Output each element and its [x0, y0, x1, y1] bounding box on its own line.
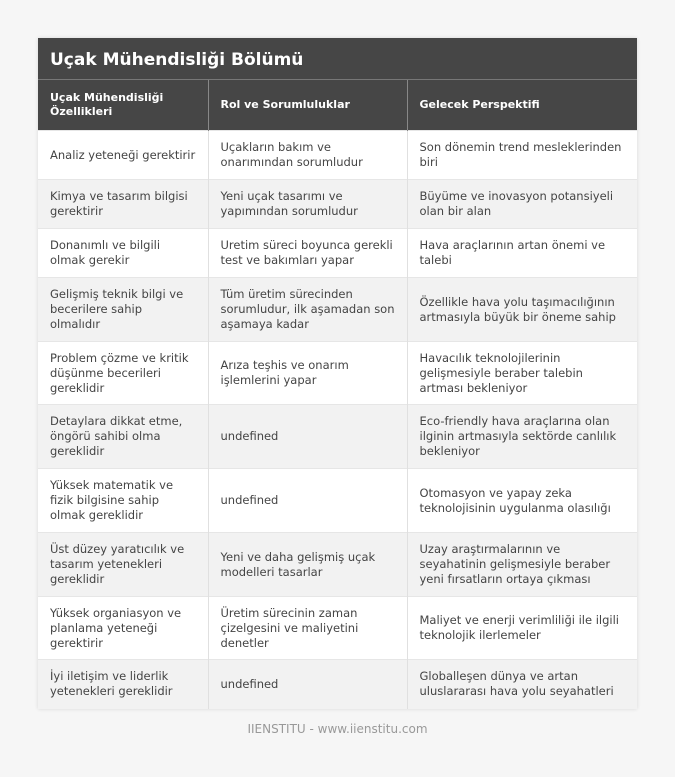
table-cell: Üst düzey yaratıcılık ve tasarım yetenek… — [38, 532, 209, 597]
table-cell: Yüksek matematik ve fizik bilgisine sahi… — [38, 468, 209, 533]
table-cell: Globalleşen dünya ve artan uluslararası … — [407, 659, 637, 709]
table-cell: Eco-friendly hava araçlarına olan ilgini… — [407, 404, 637, 469]
table-row: Problem çözme ve kritik düşünme becerile… — [38, 341, 637, 405]
table-cell: Uzay araştırmalarının ve seyahatinin gel… — [407, 532, 637, 597]
table-cell: Son dönemin trend mesleklerinden biri — [407, 130, 637, 180]
table-cell: Uçakların bakım ve onarımından sorumludu… — [208, 130, 408, 180]
column-header: Uçak Mühendisliği Özellikleri — [38, 80, 209, 131]
table-cell: Maliyet ve enerji verimliliği ile ilgili… — [407, 596, 637, 660]
table-cell: Otomasyon ve yapay zeka teknolojisinin u… — [407, 468, 637, 533]
table-cell: Tüm üretim sürecinden sorumludur, ilk aş… — [208, 277, 408, 342]
footer-credit: IIENSTITU - www.iienstitu.com — [247, 722, 428, 736]
table-row: Üst düzey yaratıcılık ve tasarım yetenek… — [38, 532, 637, 597]
table-cell: Gelişmiş teknik bilgi ve becerilere sahi… — [38, 277, 209, 342]
table-cell: Arıza teşhis ve onarım işlemlerini yapar — [208, 341, 408, 405]
table-cell: undefined — [208, 468, 408, 533]
table-cell: Yüksek organiasyon ve planlama yeteneği … — [38, 596, 209, 660]
data-table: Uçak Mühendisliği Özellikleri Rol ve Sor… — [38, 80, 637, 709]
table-cell: Yeni ve daha gelişmiş uçak modelleri tas… — [208, 532, 408, 597]
table-cell: undefined — [208, 659, 408, 709]
table-row: Donanımlı ve bilgili olmak gerekir Uretim… — [38, 228, 637, 278]
table-row: Kimya ve tasarım bilgisi gerektirir Yeni … — [38, 179, 637, 229]
table-cell: Yeni uçak tasarımı ve yapımından sorumlu… — [208, 179, 408, 229]
table-row: Analiz yeteneği gerektirir Uçakların bakı… — [38, 130, 637, 180]
table-cell: undefined — [208, 404, 408, 469]
table-row: Yüksek matematik ve fizik bilgisine sahi… — [38, 468, 637, 533]
table-row: Gelişmiş teknik bilgi ve becerilere sahi… — [38, 277, 637, 342]
table-cell: Hava araçlarının artan önemi ve talebi — [407, 228, 637, 278]
table-cell: Kimya ve tasarım bilgisi gerektirir — [38, 179, 209, 229]
column-header: Rol ve Sorumluluklar — [208, 80, 408, 131]
table-row: İyi iletişim ve liderlik yetenekleri ger… — [38, 659, 637, 709]
table-cell: Havacılık teknolojilerinin gelişmesiyle … — [407, 341, 637, 405]
table-cell: Problem çözme ve kritik düşünme becerile… — [38, 341, 209, 405]
table-cell: Donanımlı ve bilgili olmak gerekir — [38, 228, 209, 278]
table-cell: Büyüme ve inovasyon potansiyeli olan bir… — [407, 179, 637, 229]
table-cell: Detaylara dikkat etme, öngörü sahibi olm… — [38, 404, 209, 469]
header-row: Uçak Mühendisliği Özellikleri Rol ve Sor… — [38, 80, 637, 131]
table-row: Yüksek organiasyon ve planlama yeteneği … — [38, 596, 637, 660]
column-header: Gelecek Perspektifi — [407, 80, 637, 131]
table-container: Uçak Mühendisliği Bölümü Uçak Mühendisli… — [38, 38, 637, 709]
table-cell: İyi iletişim ve liderlik yetenekleri ger… — [38, 659, 209, 709]
table-cell: Özellikle hava yolu taşımacılığının artm… — [407, 277, 637, 342]
table-cell: Uretim süreci boyunca gerekli test ve ba… — [208, 228, 408, 278]
table-row: Detaylara dikkat etme, öngörü sahibi olm… — [38, 404, 637, 469]
table-cell: Analiz yeteneği gerektirir — [38, 130, 209, 180]
table-cell: Üretim sürecinin zaman çizelgesini ve ma… — [208, 596, 408, 660]
table-title: Uçak Mühendisliği Bölümü — [38, 38, 637, 80]
